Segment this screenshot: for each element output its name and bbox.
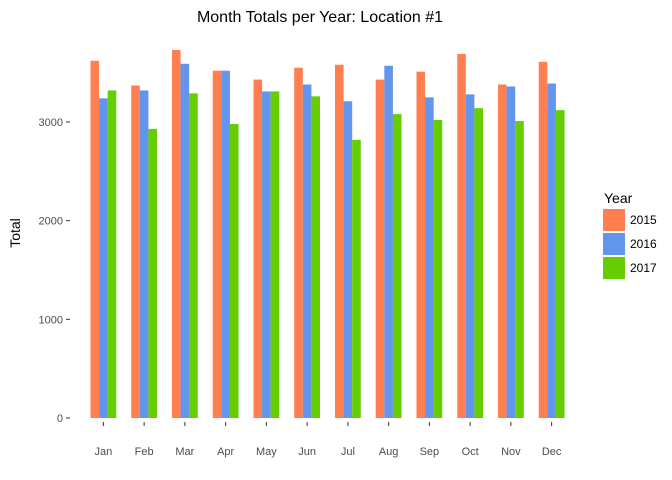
bar-sep-2015	[416, 71, 426, 419]
x-tick-label: Mar	[175, 446, 194, 458]
bar-jun-2015	[294, 67, 303, 418]
bar-may-2015	[253, 79, 263, 418]
y-tick-label: 0	[57, 413, 63, 425]
bar-jun-2017	[311, 96, 321, 418]
bar-aug-2015	[375, 79, 385, 418]
bar-apr-2015	[212, 70, 222, 419]
bar-nov-2015	[497, 84, 507, 419]
bar-oct-2017	[474, 108, 484, 418]
x-tick-label: May	[256, 446, 277, 458]
bar-sep-2016	[425, 97, 434, 418]
x-tick-label: Feb	[135, 446, 154, 458]
x-tick-label: Jan	[95, 446, 113, 458]
legend-label-2016: 2016	[630, 237, 657, 251]
bar-mar-2016	[180, 63, 190, 418]
y-axis: 0 1000 2000 3000	[39, 117, 70, 425]
bar-dec-2016	[547, 83, 556, 419]
bar-jan-2016	[99, 98, 108, 418]
bar-jan-2015	[90, 60, 100, 419]
bar-aug-2017	[392, 114, 402, 419]
bar-oct-2015	[457, 53, 466, 419]
bar-sep-2017	[433, 120, 443, 418]
bar-aug-2016	[384, 65, 393, 418]
x-tick-label: Jun	[298, 446, 316, 458]
bar-jun-2016	[302, 84, 312, 419]
legend-swatch-2015	[603, 209, 625, 231]
chart-title: Month Totals per Year: Location #1	[197, 9, 443, 26]
bar-apr-2016	[221, 70, 230, 419]
x-axis: Jan Feb Mar Apr May Jun Jul Aug Sep Oct Nov Dec	[95, 422, 562, 458]
x-tick-label: Jul	[341, 446, 355, 458]
legend-label-2017: 2017	[630, 261, 657, 275]
bar-feb-2017	[148, 128, 158, 418]
bar-feb-2015	[131, 85, 140, 418]
legend-swatch-2017	[603, 257, 625, 279]
x-tick-label: Apr	[217, 446, 234, 458]
x-tick-label: Aug	[379, 446, 399, 458]
y-tick-label: 2000	[39, 216, 63, 228]
legend: Year 2015 2016 2017	[603, 190, 657, 279]
bar-nov-2017	[515, 121, 524, 418]
legend-swatch-2016	[603, 233, 625, 255]
y-axis-title: Total	[7, 218, 23, 248]
bar-may-2016	[262, 91, 271, 418]
legend-title: Year	[604, 190, 633, 206]
plot-area	[90, 49, 565, 419]
bar-oct-2016	[465, 94, 475, 418]
bar-feb-2016	[139, 90, 149, 418]
bar-may-2017	[270, 91, 280, 418]
bar-dec-2015	[538, 61, 548, 419]
x-tick-label: Dec	[542, 446, 562, 458]
bar-mar-2015	[171, 49, 181, 419]
bar-nov-2016	[506, 86, 516, 418]
bar-apr-2017	[229, 123, 239, 419]
bar-dec-2017	[555, 110, 565, 418]
bar-jan-2017	[107, 90, 117, 418]
x-tick-label: Oct	[462, 446, 479, 458]
x-tick-label: Nov	[501, 446, 521, 458]
x-tick-label: Sep	[420, 446, 440, 458]
bar-jul-2017	[352, 139, 361, 418]
y-tick-label: 1000	[39, 314, 63, 326]
legend-label-2015: 2015	[630, 213, 657, 227]
bar-jul-2016	[343, 101, 353, 418]
bar-mar-2017	[189, 93, 198, 419]
bar-jul-2015	[334, 64, 344, 419]
y-tick-label: 3000	[39, 117, 63, 129]
